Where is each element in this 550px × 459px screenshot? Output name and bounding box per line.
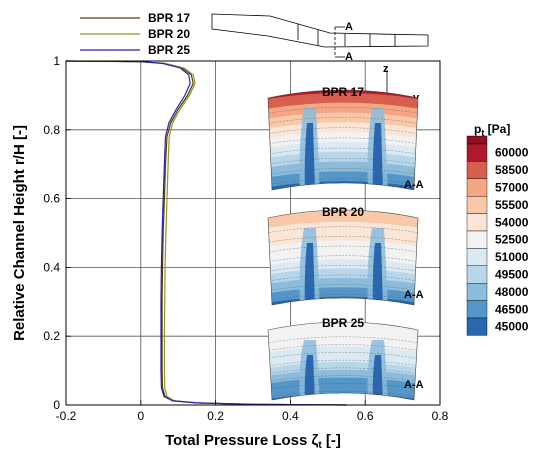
x-axis-label: Total Pressure Loss ζt [-] [165,432,341,451]
y-tick-label: 0.4 [43,260,60,274]
colorbar-level-label: 49500 [495,268,529,282]
y-axis-label: Relative Channel Height r/H [-] [11,125,28,341]
contour-panel-bpr-17 [268,90,418,190]
colorbar-swatch [466,317,488,336]
section-mark-bottom: A [345,51,353,63]
y-tick-label: 0.2 [43,329,60,343]
x-tick-label: 0.6 [357,409,374,423]
channel-schematic: A A [211,13,429,63]
colorbar-level-label: 54000 [495,215,529,229]
colorbar-swatch [466,143,488,162]
colorbar-swatch [466,213,488,232]
y-tick-labels: 0 0.2 0.4 0.6 0.8 1 [43,54,71,412]
plot-frame [65,60,441,406]
y-tick-label: 0.8 [43,123,60,137]
colorbar-level-label: 52500 [495,233,529,247]
series-line-bpr-17 [65,60,347,406]
colorbar-level-label: 55500 [495,198,529,212]
x-tick-labels: -0.2 0 0.2 0.4 0.6 0.8 [56,400,449,423]
inset-title: BPR 25 [322,316,364,330]
x-tick-label: -0.2 [56,409,77,423]
x-tick-label: 0 [137,409,144,423]
colorbar-level-label: 60000 [495,146,529,160]
colorbar-swatch [466,248,488,266]
colorbar-title: pt [Pa] [474,122,510,138]
inset-title: BPR 17 [322,85,364,99]
legend-label-bpr17: BPR 17 [148,11,190,25]
x-tick-label: 0.4 [282,409,299,423]
colorbar-swatch [466,283,488,301]
colorbar-swatch [466,195,488,214]
colorbar-level-label: 58500 [495,163,529,177]
colorbar-swatch [466,230,488,249]
inset-title: BPR 20 [322,205,364,219]
colorbar-swatch [466,265,488,284]
colorbar-level-label: 45000 [495,320,529,334]
y-tick-label: 0 [53,398,60,412]
inset-section-label: A-A [404,289,424,301]
colorbar-level-label: 51000 [495,250,529,264]
colorbar-swatch [466,300,488,319]
svg-text:z: z [383,63,389,75]
inset-section-label: A-A [404,379,424,391]
legend-label-bpr20: BPR 20 [148,27,190,41]
section-mark-top: A [345,21,353,33]
x-tick-label: 0.8 [432,409,449,423]
colorbar-level-label: 57000 [495,181,529,195]
legend-label-bpr25: BPR 25 [148,43,190,57]
colorbar-level-label: 48000 [495,285,529,299]
series-line-bpr-20 [65,60,347,406]
inset-section-label: A-A [404,179,424,191]
series-layer [65,60,347,406]
colorbar-swatch-top [466,135,488,145]
y-tick-label: 0.6 [43,192,60,206]
colorbar-swatch [466,178,488,197]
contour-insets: BPR 17 A-A BPR 20 A-A BPR 25 A-A [267,85,424,401]
x-tick-label: 0.2 [207,409,224,423]
y-tick-label: 1 [53,54,60,68]
colorbar-level-label: 46500 [495,302,529,316]
series-line-bpr-25 [65,60,347,406]
colorbar: 60000 58500 57000 55500 54000 52500 51000 49500… [466,135,529,336]
colorbar-swatch [466,161,488,179]
legend: BPR 17 BPR 20 BPR 25 [80,11,190,57]
